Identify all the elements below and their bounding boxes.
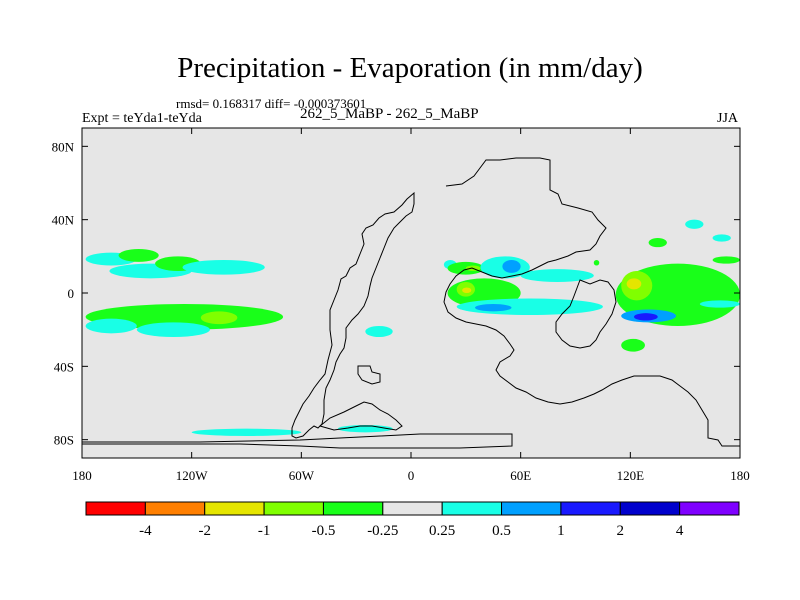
x-tick-label: 0 <box>408 468 415 483</box>
contour-region-7 <box>136 322 210 337</box>
contour-region-25 <box>626 278 642 290</box>
colorbar-label: 0.5 <box>492 523 511 539</box>
colorbar-swatch-1 <box>144 501 206 516</box>
y-tick-label: 0 <box>68 286 75 301</box>
contour-regions <box>85 219 740 437</box>
center-label: 262_5_MaBP - 262_5_MaBP <box>300 106 479 122</box>
x-tick-label: 120W <box>176 468 209 483</box>
colorbar-label: -0.5 <box>312 523 336 539</box>
colorbar-swatch-6 <box>441 501 503 516</box>
colorbar-swatch-9 <box>619 501 681 516</box>
contour-region-34 <box>712 234 731 242</box>
chart-title: Precipitation - Evaporation (in mm/day) <box>177 52 643 84</box>
colorbar-swatch-2 <box>204 501 265 516</box>
colorbar-swatch-3 <box>263 501 324 516</box>
colorbar-swatch-8 <box>560 501 621 516</box>
x-tick-label: 120E <box>617 468 645 483</box>
south-america-outline <box>357 365 381 385</box>
colorbar-label: 1 <box>557 523 565 539</box>
contour-region-4 <box>182 260 265 275</box>
y-tick-label: 80N <box>52 139 75 154</box>
colorbar-swatch-0 <box>85 501 146 516</box>
experiment-label: Expt = teYda1-teYda <box>82 111 202 126</box>
contour-region-28 <box>699 300 740 308</box>
y-tick-label: 40S <box>54 359 74 374</box>
contour-region-32 <box>621 338 645 352</box>
contour-region-20 <box>520 269 594 283</box>
americas-outline <box>291 191 415 439</box>
contour-region-29 <box>712 256 740 264</box>
x-tick-label: 60E <box>510 468 531 483</box>
antarctica-outline <box>82 433 513 449</box>
contour-region-30 <box>648 238 667 248</box>
colorbar-label: 2 <box>617 523 625 539</box>
x-tick-label: 60W <box>289 468 315 483</box>
contour-region-31 <box>685 219 704 229</box>
contour-region-19 <box>502 260 521 273</box>
colorbar-label: -4 <box>139 523 152 539</box>
x-tick-label: 180 <box>730 468 750 483</box>
colorbar-label: -2 <box>198 523 211 539</box>
colorbar-swatch-7 <box>501 501 562 516</box>
colorbar-swatch-10 <box>679 501 740 516</box>
contour-region-17 <box>462 287 472 293</box>
contour-region-33 <box>593 260 600 266</box>
contour-region-6 <box>85 318 137 334</box>
colorbar: -4 -2 -1 -0.5 -0.25 0.25 0.5 1 2 4 <box>85 501 740 539</box>
colorbar-swatch-5 <box>382 501 443 516</box>
asia-inner-outline <box>555 279 617 349</box>
season-label: JJA <box>717 111 739 126</box>
contour-region-1 <box>118 249 159 262</box>
colorbar-label: -1 <box>258 523 271 539</box>
contour-region-9 <box>365 326 393 337</box>
contour-region-8 <box>200 311 238 325</box>
x-tick-label: 180 <box>72 468 92 483</box>
y-tick-label: 40N <box>52 213 75 228</box>
contour-region-5 <box>85 304 284 330</box>
y-axis: 80N 40N 0 40S 80S <box>52 139 740 448</box>
colorbar-swatch-4 <box>322 501 384 516</box>
stats-line: rmsd= 0.168317 diff= -0.000373601 <box>176 96 367 111</box>
antarctic-peninsula-outline <box>318 401 403 431</box>
x-axis: 180 120W 60W 0 60E 120E 180 <box>72 128 750 483</box>
continent-outlines <box>82 157 740 449</box>
colorbar-label: 0.25 <box>429 523 455 539</box>
contour-region-10 <box>191 428 302 437</box>
y-tick-label: 80S <box>54 433 74 448</box>
colorbar-label: 4 <box>676 523 684 539</box>
eurasia-outline <box>443 157 740 447</box>
contour-region-27 <box>633 313 658 321</box>
contour-region-22 <box>474 304 512 312</box>
colorbar-label: -0.25 <box>367 523 398 539</box>
